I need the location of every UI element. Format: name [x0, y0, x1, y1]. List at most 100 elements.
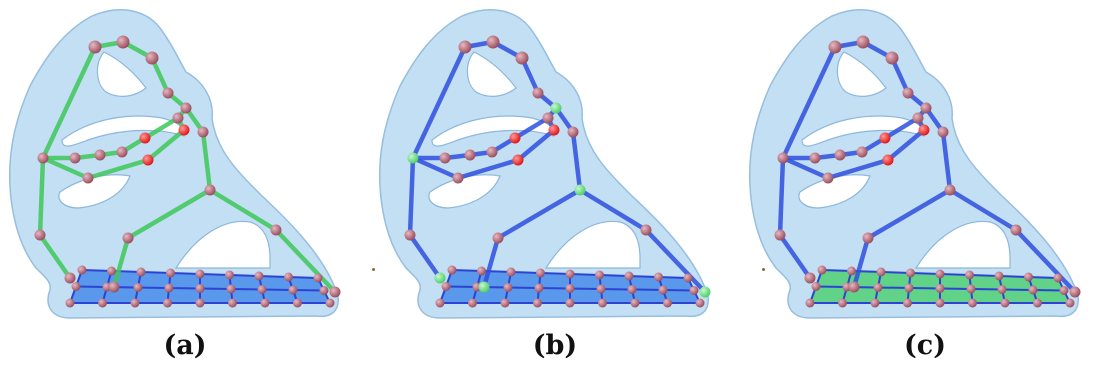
base-face: [632, 289, 668, 303]
base-node: [565, 284, 575, 293]
base-node: [997, 285, 1007, 294]
base-node: [98, 298, 107, 308]
skeleton-node: [37, 152, 49, 164]
base-node: [136, 267, 146, 277]
base-face: [599, 275, 632, 290]
base-node: [506, 267, 516, 277]
separator-dot: [372, 268, 375, 271]
base-node: [965, 270, 974, 280]
base-node: [435, 298, 445, 308]
base-node: [906, 268, 915, 278]
base-face: [505, 287, 539, 303]
junction-node: [699, 286, 711, 298]
base-node: [1000, 298, 1010, 308]
skeleton-node: [458, 40, 472, 54]
skeleton-figure-c: [748, 9, 1081, 319]
base-face: [878, 272, 911, 288]
base-node: [565, 269, 575, 279]
base-node: [468, 298, 477, 308]
base-node: [663, 298, 672, 308]
base-node: [533, 298, 542, 308]
base-face: [999, 276, 1033, 290]
base-node: [284, 272, 293, 282]
skeleton-edge: [207, 187, 279, 233]
shape-hole: [61, 115, 185, 147]
skeleton-node: [828, 40, 842, 54]
skeleton-node: [108, 281, 120, 293]
skeleton-node: [902, 87, 914, 99]
shape-hole: [466, 51, 517, 97]
base-node: [968, 298, 977, 308]
skeleton-edge: [882, 115, 921, 141]
base-node: [1028, 285, 1038, 295]
base-node: [876, 267, 886, 277]
base-node: [254, 271, 264, 281]
highlighted-node: [918, 124, 930, 136]
caption-c: (c): [904, 330, 946, 361]
base-node: [935, 298, 945, 308]
base-node: [817, 265, 827, 275]
panel-b: (b): [370, 0, 740, 377]
separator-dot: [762, 268, 765, 271]
junction-node: [550, 102, 562, 114]
skeleton-edge: [495, 187, 583, 241]
base-face: [909, 273, 940, 289]
skeleton-node: [640, 224, 652, 236]
base-node: [163, 298, 172, 308]
skeleton-edge: [780, 44, 838, 161]
base-face: [810, 286, 847, 303]
skeleton-edge: [777, 232, 813, 281]
skeleton-node: [486, 35, 500, 49]
skeleton-node: [944, 184, 956, 196]
skeleton-node: [856, 146, 868, 158]
base-face: [440, 286, 477, 303]
base-face: [629, 276, 663, 290]
skeleton-node: [404, 229, 416, 241]
panel-c: (c): [740, 0, 1109, 377]
base-node: [598, 298, 607, 308]
base-face: [539, 273, 570, 289]
base-node: [565, 298, 575, 308]
shape-hole: [836, 51, 887, 97]
base-node: [226, 284, 236, 294]
skeleton-edge: [407, 155, 416, 238]
skeleton-node: [862, 232, 874, 244]
base-face: [138, 272, 171, 288]
shape-hole: [914, 220, 1011, 269]
base-node: [654, 272, 663, 282]
base-node: [627, 285, 637, 294]
base-node: [319, 286, 329, 295]
base-face: [200, 274, 231, 289]
skeleton-node: [329, 286, 341, 298]
highlighted-node: [879, 132, 891, 144]
base-node: [689, 286, 699, 295]
skeleton-figure-a: [8, 9, 341, 319]
base-face: [70, 286, 107, 303]
skeleton-edge: [512, 115, 551, 141]
base-face: [875, 287, 909, 303]
skeleton-node: [774, 229, 786, 241]
skeleton-edge: [125, 187, 213, 241]
base-node: [1059, 286, 1069, 295]
skeleton-node: [69, 152, 81, 164]
base-face: [259, 276, 293, 290]
skeleton-edge: [40, 155, 91, 181]
base-face: [229, 275, 262, 290]
highlighted-node: [139, 132, 151, 144]
skeleton-edge: [780, 155, 831, 181]
base-node: [313, 273, 323, 283]
base-node: [65, 298, 75, 308]
highlighted-node: [178, 124, 190, 136]
base-face: [570, 274, 601, 289]
skeleton-edge: [643, 227, 708, 295]
skeleton-edge: [570, 129, 583, 193]
panel-a: (a): [0, 0, 370, 377]
base-node: [595, 270, 604, 280]
skeleton-node: [856, 35, 870, 49]
base-node: [133, 283, 143, 292]
base-node: [195, 284, 205, 293]
skeleton-node: [145, 51, 159, 65]
base-node: [935, 284, 945, 293]
skeleton-edge: [515, 127, 557, 163]
base-face: [231, 289, 265, 303]
